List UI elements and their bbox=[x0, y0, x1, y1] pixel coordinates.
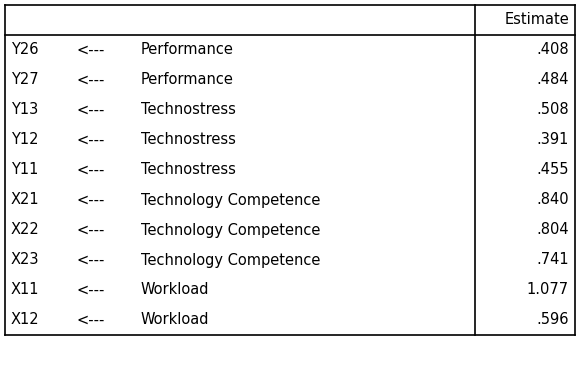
Text: Y11: Y11 bbox=[11, 163, 39, 177]
Text: <---: <--- bbox=[76, 192, 104, 208]
Text: X21: X21 bbox=[11, 192, 40, 208]
Text: Estimate: Estimate bbox=[504, 13, 569, 28]
Text: .484: .484 bbox=[536, 72, 569, 88]
Text: Technostress: Technostress bbox=[141, 163, 236, 177]
Text: <---: <--- bbox=[76, 223, 104, 237]
Text: Performance: Performance bbox=[141, 72, 234, 88]
Text: Technology Competence: Technology Competence bbox=[141, 252, 320, 268]
Text: Y27: Y27 bbox=[11, 72, 39, 88]
Text: <---: <--- bbox=[76, 312, 104, 328]
Text: <---: <--- bbox=[76, 283, 104, 297]
Text: Y12: Y12 bbox=[11, 132, 39, 148]
Text: .804: .804 bbox=[536, 223, 569, 237]
Text: .508: .508 bbox=[536, 103, 569, 117]
Text: X22: X22 bbox=[11, 223, 40, 237]
Text: <---: <--- bbox=[76, 132, 104, 148]
Text: Workload: Workload bbox=[141, 283, 210, 297]
Text: <---: <--- bbox=[76, 72, 104, 88]
Text: X12: X12 bbox=[11, 312, 40, 328]
Text: 1.077: 1.077 bbox=[527, 283, 569, 297]
Text: Y26: Y26 bbox=[11, 42, 39, 57]
Text: <---: <--- bbox=[76, 42, 104, 57]
Text: Y13: Y13 bbox=[11, 103, 38, 117]
Text: X23: X23 bbox=[11, 252, 40, 268]
Text: Technostress: Technostress bbox=[141, 103, 236, 117]
Text: Performance: Performance bbox=[141, 42, 234, 57]
Text: .596: .596 bbox=[536, 312, 569, 328]
Text: .408: .408 bbox=[536, 42, 569, 57]
Text: Technostress: Technostress bbox=[141, 132, 236, 148]
Text: Workload: Workload bbox=[141, 312, 210, 328]
Text: .840: .840 bbox=[536, 192, 569, 208]
Text: X11: X11 bbox=[11, 283, 40, 297]
Text: Technology Competence: Technology Competence bbox=[141, 223, 320, 237]
Text: <---: <--- bbox=[76, 103, 104, 117]
Text: .455: .455 bbox=[536, 163, 569, 177]
Text: <---: <--- bbox=[76, 252, 104, 268]
Text: .741: .741 bbox=[536, 252, 569, 268]
Text: <---: <--- bbox=[76, 163, 104, 177]
Text: Technology Competence: Technology Competence bbox=[141, 192, 320, 208]
Text: .391: .391 bbox=[537, 132, 569, 148]
